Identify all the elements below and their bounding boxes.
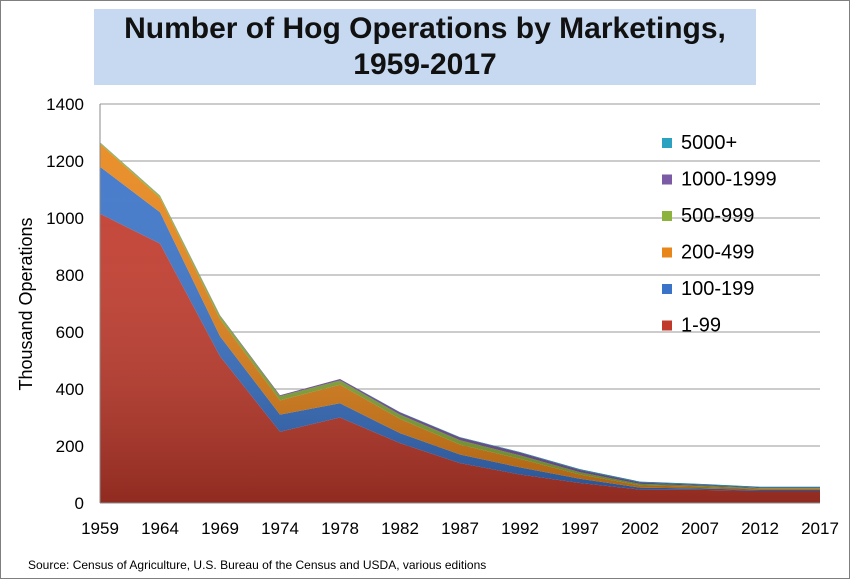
- x-tick-label: 1992: [501, 519, 539, 538]
- x-tick-label: 1997: [561, 519, 599, 538]
- chart-title: Number of Hog Operations by Marketings, …: [94, 9, 756, 85]
- legend-swatch-100-199: [662, 284, 672, 294]
- legend-swatch-1000-1999: [662, 174, 672, 185]
- y-tick-label: 200: [56, 437, 84, 456]
- legend-swatch-200-499: [662, 247, 672, 258]
- legend-label-500-999: 500-999: [681, 205, 754, 227]
- legend-label-100-199: 100-199: [681, 278, 754, 300]
- area-shade-200-499: [100, 143, 820, 490]
- area-shade-1-99: [100, 213, 820, 504]
- legend-label-200-499: 200-499: [681, 242, 754, 264]
- y-tick-label: 1400: [46, 95, 84, 114]
- legend-label-1000-1999: 1000-1999: [681, 169, 777, 191]
- x-tick-label: 1974: [261, 519, 299, 538]
- y-tick-label: 0: [75, 494, 84, 513]
- x-tick-label: 2012: [741, 519, 779, 538]
- chart-title-line-1: Number of Hog Operations by Marketings,: [124, 12, 726, 45]
- x-tick-label: 2007: [681, 519, 719, 538]
- x-tick-label: 1978: [321, 519, 359, 538]
- y-tick-label: 600: [56, 323, 84, 342]
- legend-swatch-1-99: [662, 320, 672, 331]
- legend-label-5000-: 5000+: [681, 132, 737, 154]
- x-tick-label: 1964: [141, 519, 179, 538]
- legend-swatch-500-999: [662, 211, 672, 221]
- x-tick-label: 2002: [621, 519, 659, 538]
- x-tick-label: 1982: [381, 519, 419, 538]
- y-tick-label: 1200: [46, 152, 84, 171]
- x-tick-label: 1969: [201, 519, 239, 538]
- legend: 5000+ 1000-1999 500-999 200-499 100-199 1-99: [662, 132, 777, 337]
- y-tick-label: 800: [56, 266, 84, 285]
- y-axis-title: Thousand Operations: [16, 217, 36, 390]
- legend-swatch-5000-: [662, 138, 672, 148]
- y-tick-label: 400: [56, 380, 84, 399]
- axes: 0 200 400 600 800 1000 1200 1400 1959 1964 1969 197…: [16, 95, 839, 538]
- x-tick-label: 2017: [801, 519, 839, 538]
- chart-title-line-2: 1959-2017: [353, 48, 497, 81]
- x-tick-label: 1959: [81, 519, 119, 538]
- source-note: Source: Census of Agriculture, U.S. Bure…: [28, 558, 487, 572]
- x-tick-label: 1987: [441, 519, 479, 538]
- area-series-group: [100, 142, 820, 504]
- y-tick-label: 1000: [46, 209, 84, 228]
- legend-label-1-99: 1-99: [681, 315, 721, 337]
